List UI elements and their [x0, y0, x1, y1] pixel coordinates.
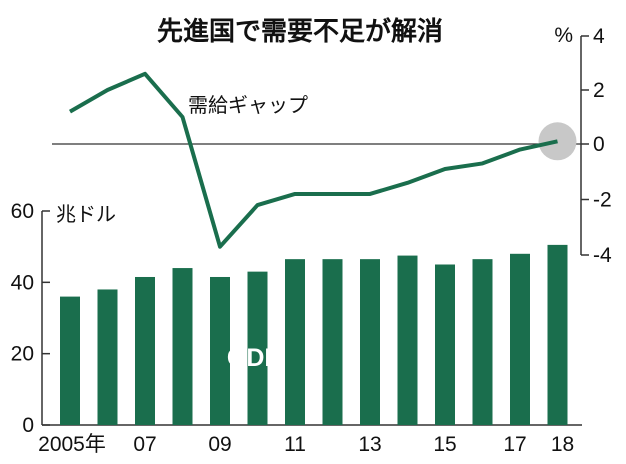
gdp-bar — [285, 259, 305, 425]
gdp-bar — [510, 253, 530, 425]
x-tick-label: 09 — [208, 433, 231, 456]
x-tick-label: 18 — [551, 433, 574, 456]
gap-axis-ticks: 4 2 0 -2 -4 — [581, 25, 612, 267]
gdp-tick-label: 0 — [22, 414, 34, 437]
gdp-bar — [60, 296, 80, 425]
gap-tick-label: -2 — [593, 189, 612, 212]
gdp-bar — [172, 268, 193, 425]
gap-unit-label: % — [554, 24, 573, 47]
gdp-axis-ticks: 0 20 40 60 — [11, 200, 50, 437]
gdp-series-label: GDP — [227, 344, 281, 372]
x-tick-label: 07 — [133, 433, 156, 456]
gdp-tick-label: 40 — [11, 271, 34, 294]
gdp-tick-label: 20 — [11, 343, 34, 366]
gdp-bar — [247, 271, 268, 425]
gap-tick-label: 4 — [593, 25, 605, 48]
gdp-bar — [472, 259, 493, 425]
gdp-bar — [210, 276, 230, 425]
gdp-tick-label: 60 — [11, 200, 34, 223]
gap-series-label: 需給ギャップ — [188, 93, 308, 117]
gap-tick-label: -4 — [593, 244, 612, 267]
gdp-bar — [547, 244, 568, 425]
gap-tick-label: 0 — [593, 133, 605, 156]
x-tick-label: 13 — [358, 433, 381, 456]
x-axis-ticks: 2005年 07 09 11 13 15 17 18 — [38, 433, 574, 456]
gdp-bar — [360, 259, 380, 425]
x-tick-label: 15 — [433, 433, 456, 456]
gdp-bar — [322, 259, 343, 425]
gdp-bars — [60, 244, 568, 425]
gap-series-line — [69, 71, 558, 249]
x-tick-label: 17 — [503, 433, 526, 456]
gdp-bar — [97, 289, 118, 425]
gdp-bar — [135, 276, 155, 425]
gdp-bar — [397, 255, 418, 425]
gdp-unit-label: 兆ドル — [56, 202, 116, 226]
gdp-bar — [435, 264, 455, 425]
chart-title: 先進国で需要不足が解消 — [157, 16, 443, 47]
gap-tick-label: 2 — [593, 79, 605, 102]
x-tick-label: 2005年 — [38, 433, 106, 456]
x-tick-label: 11 — [284, 433, 306, 456]
